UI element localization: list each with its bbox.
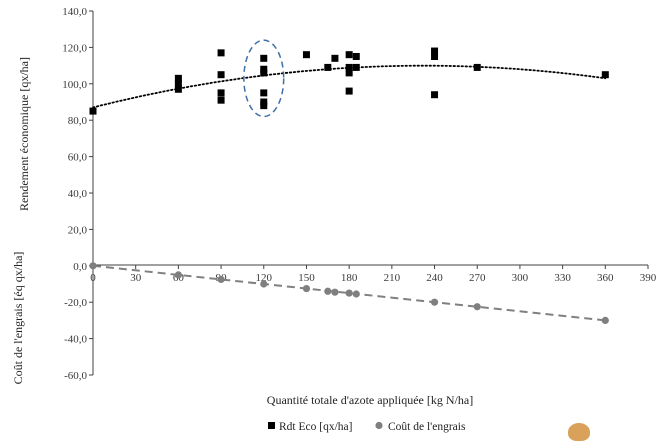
point-rdt-eco — [174, 80, 182, 88]
x-axis-title: Quantité totale d'azote appliquée [kg N/… — [267, 393, 473, 407]
point-cout-engrais — [601, 316, 609, 324]
data-points — [89, 47, 609, 324]
point-rdt-eco — [174, 74, 182, 82]
axes — [92, 11, 648, 375]
y-tick-label: -60,0 — [64, 370, 87, 382]
point-rdt-eco — [431, 91, 439, 99]
y-tick-label: 140,0 — [62, 6, 87, 18]
point-cout-engrais — [352, 290, 360, 298]
legend: Rdt Eco [qx/ha] Coût de l'engrais — [268, 421, 466, 433]
y-tick-label: 40,0 — [68, 188, 88, 200]
annotation-group — [243, 39, 285, 118]
legend-swatch-cout — [375, 421, 383, 430]
point-rdt-eco — [302, 51, 310, 59]
legend-label-rdt: Rdt Eco [qx/ha] — [279, 421, 352, 433]
point-rdt-eco — [260, 65, 268, 73]
x-tick-label: 270 — [469, 272, 486, 284]
y-tick-label: 80,0 — [68, 115, 88, 127]
point-rdt-eco — [331, 54, 339, 62]
point-cout-engrais — [324, 287, 332, 295]
point-rdt-eco — [601, 71, 609, 79]
point-rdt-eco — [260, 98, 268, 106]
x-tick-label: 150 — [298, 272, 315, 284]
decorative-blob — [568, 423, 590, 441]
point-cout-engrais — [89, 262, 97, 270]
point-rdt-eco — [89, 107, 97, 115]
point-cout-engrais — [174, 271, 182, 279]
y-tick-label: -20,0 — [64, 297, 87, 309]
point-cout-engrais — [217, 275, 225, 284]
point-cout-engrais — [302, 284, 311, 293]
point-rdt-eco — [345, 63, 353, 71]
y-axis-title-bottom: Coût de l'engrais [éq qx/ha] — [11, 252, 25, 385]
y-tick-labels: 140,0 120,0 100,0 80,0 60,0 40,0 20,0 0,0 -20,0 -… — [62, 6, 93, 382]
legend-label-cout: Coût de l'engrais — [388, 421, 466, 433]
y-tick-label: -40,0 — [64, 334, 87, 346]
x-tick-label: 360 — [597, 272, 614, 284]
point-rdt-eco — [260, 69, 268, 77]
x-tick-label: 0 — [90, 272, 96, 284]
x-tick-label: 180 — [341, 272, 358, 284]
point-rdt-eco — [324, 63, 332, 71]
x-tick-label: 300 — [512, 272, 529, 284]
point-cout-engrais — [260, 280, 268, 288]
x-tick-label: 30 — [130, 272, 142, 284]
point-rdt-eco — [345, 87, 353, 95]
point-rdt-eco — [217, 96, 225, 104]
point-rdt-eco — [352, 63, 360, 71]
point-cout-engrais — [331, 288, 339, 296]
x-tick-label: 390 — [640, 272, 656, 284]
highlight-ellipse — [243, 39, 285, 118]
x-tick-label: 330 — [554, 272, 571, 284]
x-tick-label: 120 — [256, 272, 273, 284]
point-rdt-eco — [345, 69, 353, 77]
point-rdt-eco — [260, 89, 268, 97]
point-rdt-eco — [260, 102, 268, 110]
point-rdt-eco — [260, 54, 268, 62]
y-axis-title-top: Rendement économique [qx/ha] — [17, 57, 31, 211]
point-rdt-eco — [352, 53, 360, 60]
y-tick-label: 100,0 — [62, 79, 87, 91]
point-rdt-eco — [431, 47, 439, 55]
point-rdt-eco — [431, 53, 439, 60]
point-rdt-eco — [345, 51, 353, 59]
x-tick-label: 210 — [384, 272, 401, 284]
y-tick-label: 0,0 — [73, 261, 87, 273]
point-rdt-eco — [473, 63, 481, 71]
y-tick-label: 120,0 — [62, 42, 87, 54]
legend-swatch-rdt — [268, 422, 275, 429]
point-rdt-eco — [217, 89, 225, 97]
x-tick-label: 240 — [426, 272, 443, 284]
point-cout-engrais — [473, 303, 481, 311]
point-rdt-eco — [174, 85, 182, 93]
y-tick-label: 20,0 — [68, 224, 88, 236]
y-tick-label: 60,0 — [68, 152, 88, 164]
point-cout-engrais — [345, 289, 353, 297]
point-cout-engrais — [430, 298, 439, 306]
point-rdt-eco — [217, 49, 225, 57]
point-rdt-eco — [217, 71, 225, 79]
